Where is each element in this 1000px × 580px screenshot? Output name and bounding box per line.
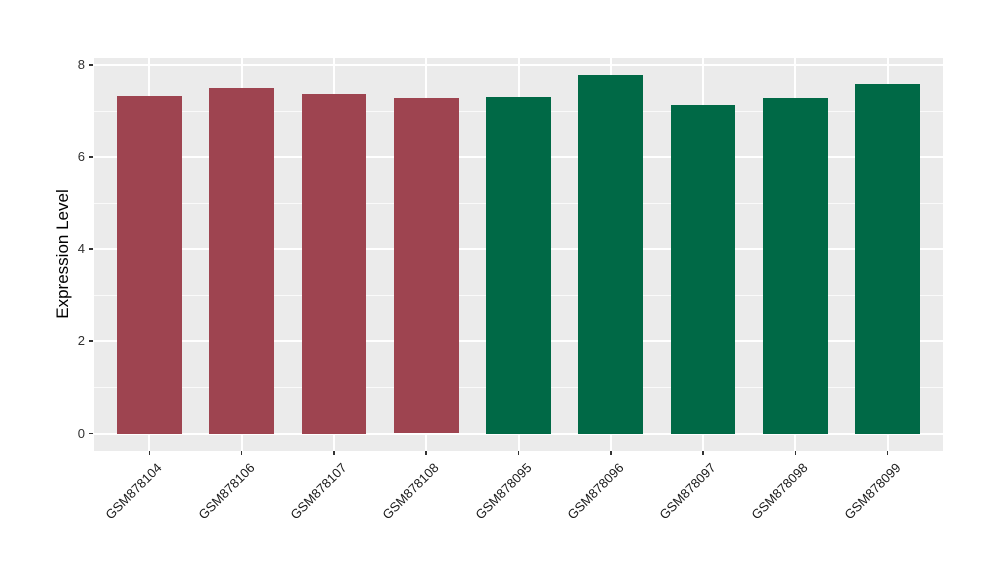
x-tick-label: GSM878098 [748, 460, 811, 523]
y-tick-mark [89, 156, 93, 158]
y-tick-mark [89, 248, 93, 251]
y-tick-label: 2 [77, 333, 85, 349]
x-tick-label: GSM878107 [287, 460, 350, 523]
y-tick-label: 0 [77, 425, 85, 441]
bar [763, 98, 828, 434]
x-tick-mark [517, 451, 520, 455]
y-tick-label: 4 [77, 241, 85, 257]
bar [301, 94, 367, 434]
x-tick-mark [333, 451, 335, 455]
x-tick-mark [425, 451, 427, 455]
bar [670, 105, 736, 434]
x-tick-mark [148, 451, 151, 455]
bar [486, 97, 551, 434]
bar [578, 75, 644, 434]
x-tick-label: GSM878106 [195, 460, 258, 523]
x-tick-label: GSM878096 [564, 460, 627, 523]
x-tick-label: GSM878097 [656, 460, 719, 523]
x-tick-mark [702, 451, 704, 455]
x-tick-label: GSM878108 [379, 460, 442, 523]
y-tick-mark [89, 64, 93, 66]
bar [117, 96, 182, 434]
y-tick-label: 8 [77, 57, 85, 73]
bar [855, 83, 920, 434]
x-tick-label: GSM878095 [471, 460, 535, 523]
x-tick-mark [886, 451, 889, 455]
x-tick-mark [794, 451, 797, 455]
x-tick-label: GSM878104 [102, 460, 165, 523]
x-tick-mark [240, 451, 243, 455]
y-tick-label: 6 [77, 149, 85, 165]
bar [393, 97, 459, 434]
y-tick-mark [89, 340, 93, 343]
bar [209, 87, 274, 434]
y-tick-mark [89, 432, 93, 435]
x-tick-label: GSM878099 [841, 460, 904, 523]
x-tick-mark [609, 451, 612, 455]
